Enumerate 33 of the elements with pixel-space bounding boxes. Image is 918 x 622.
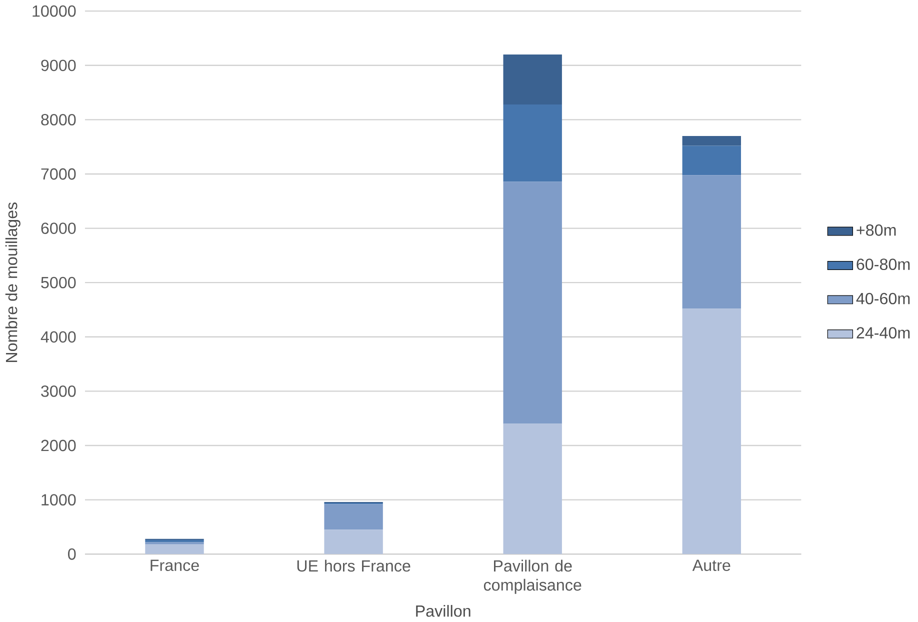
legend-label: +80m <box>856 224 896 236</box>
legend-label: 40-60m <box>856 292 910 304</box>
y-axis-title: Nombre de mouillages <box>5 202 20 362</box>
bar <box>324 504 383 530</box>
y-tick-label: 5000 <box>41 276 76 288</box>
y-tick-label: 1000 <box>42 494 76 506</box>
y-tick-label: 7000 <box>41 168 76 180</box>
y-tick-label: 4000 <box>40 331 76 343</box>
bar <box>145 540 204 542</box>
bar <box>682 146 741 175</box>
bar <box>145 544 204 554</box>
x-tick-label: Pavillon de complaisance <box>484 560 582 594</box>
x-tick-label: France <box>150 560 199 571</box>
bar <box>324 530 383 554</box>
y-tick-label: 3000 <box>41 385 76 397</box>
legend-label: 24-40m <box>856 327 910 338</box>
bar <box>682 174 741 309</box>
bar <box>503 104 562 182</box>
bar <box>503 54 562 104</box>
x-axis-title: Pavillon <box>416 604 470 617</box>
y-tick-label: 8000 <box>41 114 76 126</box>
bar <box>503 424 562 554</box>
x-tick-label: Autre <box>692 560 730 571</box>
y-tick-label: 6000 <box>41 222 76 234</box>
bar <box>503 182 562 424</box>
y-tick-label: 2000 <box>41 440 76 452</box>
y-tick-label: 10000 <box>32 5 76 17</box>
legend-label: 60-80m <box>856 258 910 270</box>
y-tick-label: 9000 <box>41 60 76 72</box>
y-tick-label: 0 <box>68 548 76 560</box>
bar <box>682 136 741 146</box>
x-tick-label: UE hors France <box>297 560 410 572</box>
bar <box>682 308 741 554</box>
